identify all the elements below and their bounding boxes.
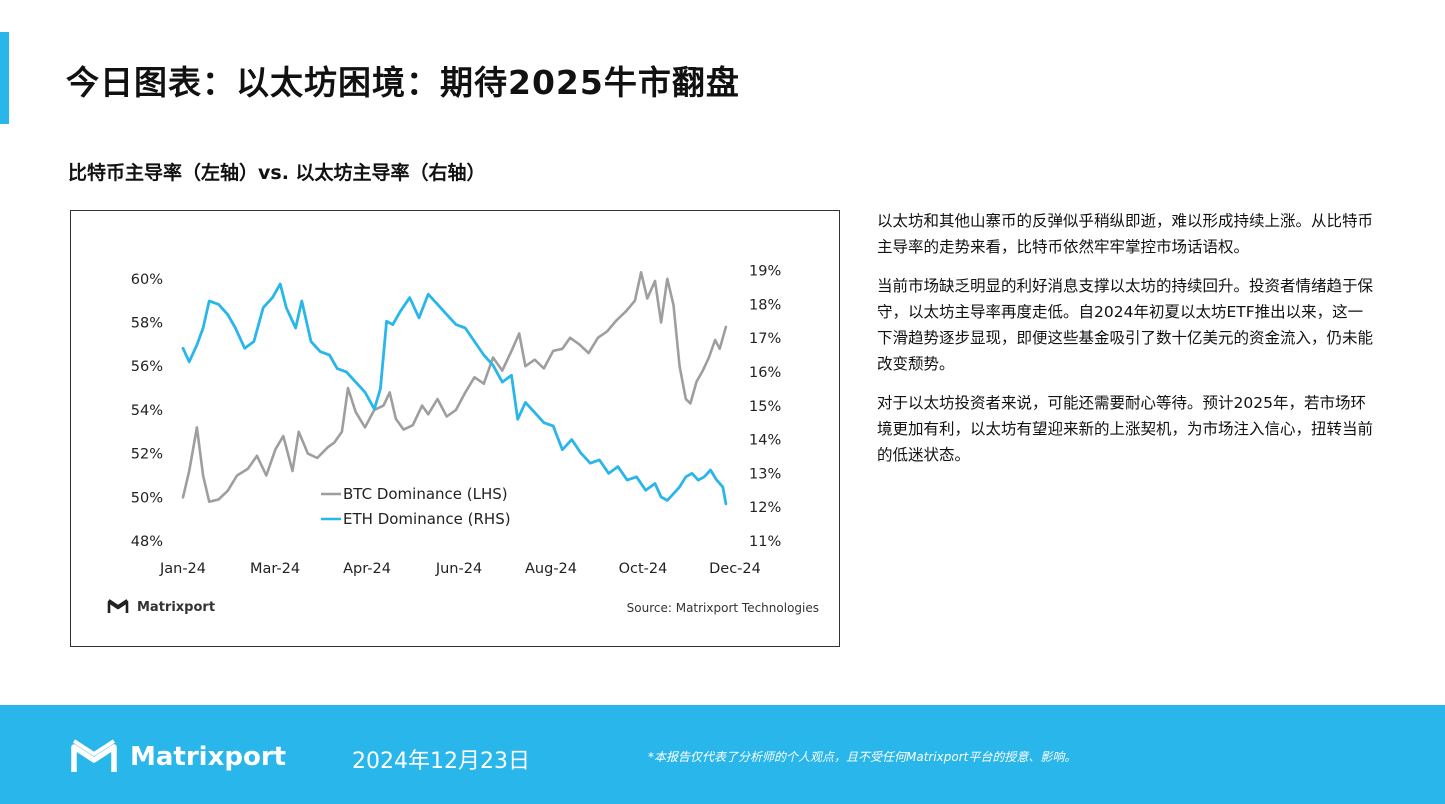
y-left-tick-label: 54% [131, 403, 163, 419]
dominance-chart: 48% 50% 52% 54% 56% 58% 60% 11% 12% 13% 14% 15% 16% 1… [131, 264, 781, 577]
matrixport-logo-icon [71, 739, 117, 772]
paragraph-3: 对于以太坊投资者来说，可能还需要耐心等待。预计2025年，若市场环境更加有利，以… [877, 394, 1374, 464]
commentary: 以太坊和其他山寨币的反弹似乎稍纵即逝，难以形成持续上涨。从比特币主导率的走势来看… [877, 208, 1377, 481]
btc-dominance-line [181, 271, 728, 503]
y-right-tick-label: 13% [749, 466, 781, 482]
x-tick-label: Mar-24 [250, 561, 300, 577]
x-tick-label: Oct-24 [619, 561, 668, 577]
footer-brand: Matrixport [130, 742, 287, 772]
y-left-tick-label: 50% [131, 490, 163, 506]
footer-bar: Matrixport 2024年12月23日 *本报告仅代表了分析师的个人观点，… [0, 705, 1445, 804]
chart-logo-text: Matrixport [137, 599, 216, 615]
y-left-tick-label: 52% [131, 447, 163, 463]
x-tick-label: Jan-24 [159, 561, 206, 577]
chart-panel: 48% 50% 52% 54% 56% 58% 60% 11% 12% 13% 14% 15% 16% 1… [70, 210, 840, 647]
footer-logo: Matrixport [70, 739, 286, 775]
y-right-tick-label: 18% [749, 297, 781, 313]
disclaimer: *本报告仅代表了分析师的个人观点，且不受任何Matrixport平台的授意、影响… [648, 750, 1077, 764]
y-left-tick-label: 58% [131, 316, 163, 332]
chart-title: 比特币主导率（左轴）vs. 以太坊主导率（右轴） [68, 162, 486, 184]
y-right-tick-label: 11% [749, 534, 781, 550]
legend-label: ETH Dominance (RHS) [343, 510, 511, 528]
y-left-tick-label: 48% [131, 534, 163, 550]
y-left-tick-label: 60% [131, 272, 163, 288]
paragraph-1: 以太坊和其他山寨币的反弹似乎稍纵即逝，难以形成持续上涨。从比特币主导率的走势来看… [877, 212, 1374, 256]
legend-label: BTC Dominance (LHS) [343, 485, 508, 503]
y-right-tick-label: 15% [749, 399, 781, 415]
matrixport-logo-icon [107, 599, 129, 613]
y-right-tick-label: 17% [749, 331, 781, 347]
eth-dominance-line [181, 282, 728, 506]
page-title: 今日图表：以太坊困境：期待2025牛市翻盘 [66, 63, 740, 102]
y-right-tick-label: 12% [749, 500, 781, 516]
chart-source: Source: Matrixport Technologies [626, 601, 819, 615]
y-right-tick-label: 19% [749, 264, 781, 280]
y-right-tick-label: 16% [749, 365, 781, 381]
y-left-tick-label: 56% [131, 359, 163, 375]
x-tick-label: Jun-24 [435, 561, 482, 577]
x-tick-label: Dec-24 [709, 561, 761, 577]
report-date: 2024年12月23日 [352, 749, 530, 774]
x-tick-label: Aug-24 [525, 561, 577, 577]
x-tick-label: Apr-24 [343, 561, 391, 577]
paragraph-2: 当前市场缺乏明显的利好消息支撑以太坊的持续回升。投资者情绪趋于保守，以太坊主导率… [877, 277, 1374, 373]
y-right-tick-label: 14% [749, 433, 781, 449]
accent-bar [0, 32, 9, 124]
chart-logo: Matrixport [107, 599, 215, 615]
